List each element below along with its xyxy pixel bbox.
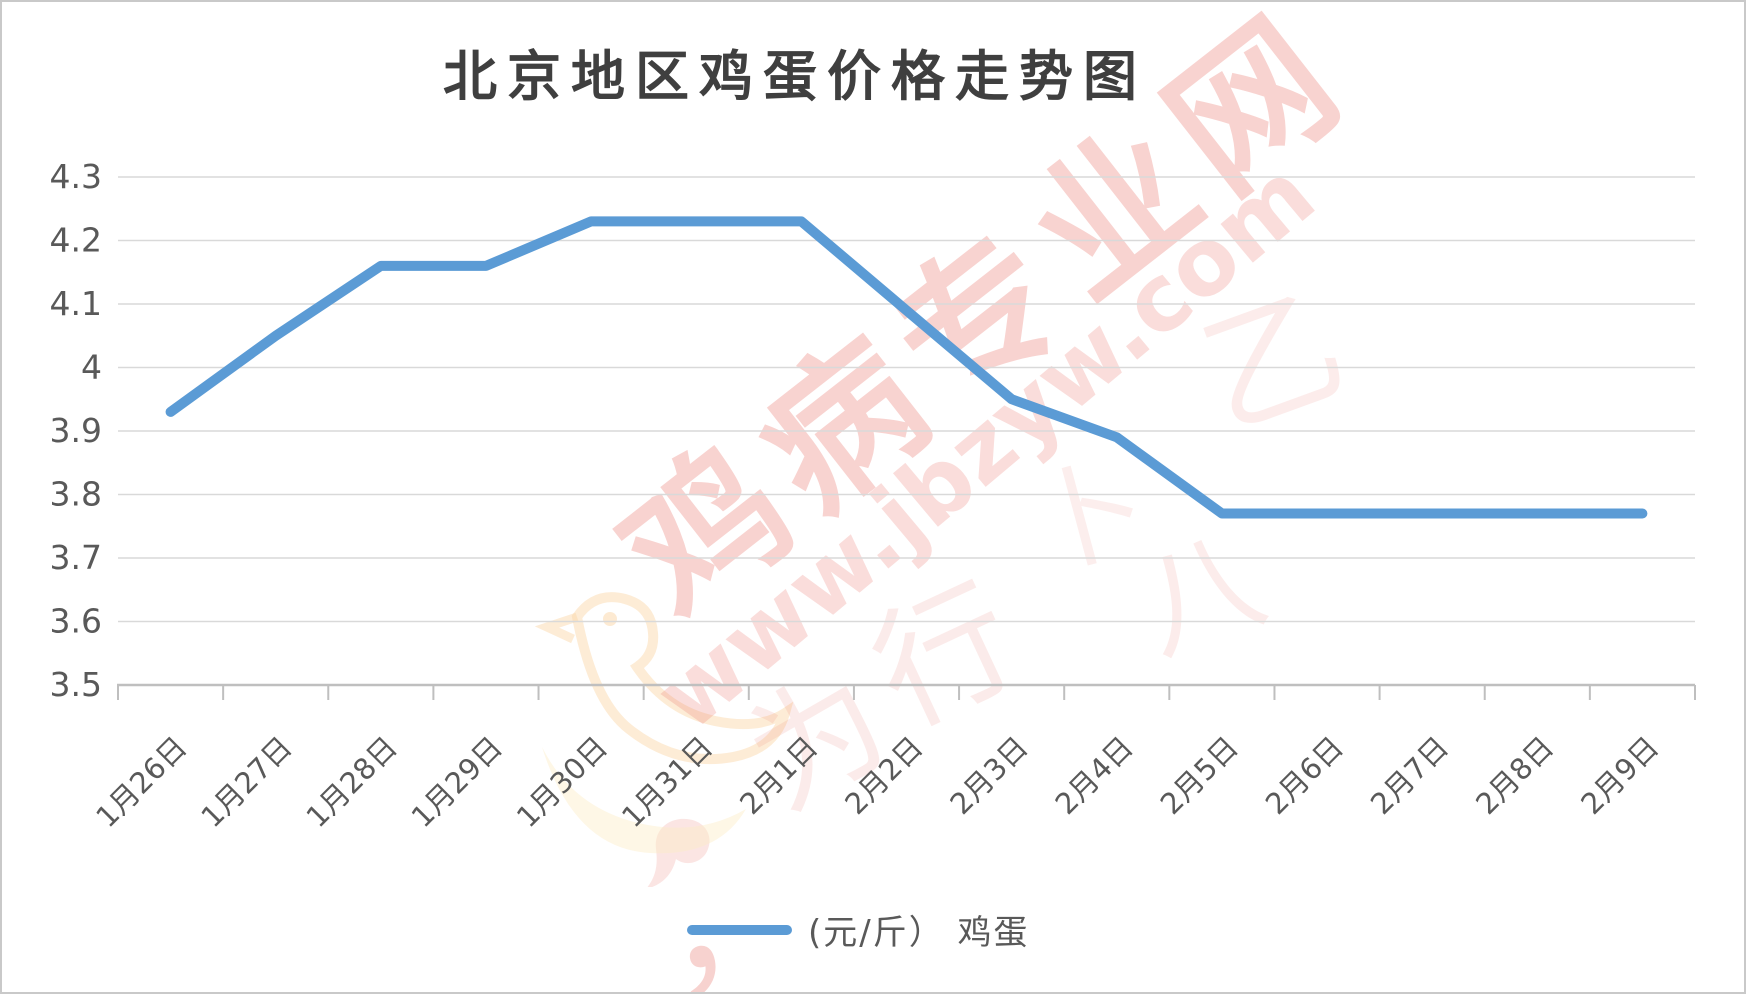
- x-axis-label: 1月28日: [300, 730, 404, 834]
- y-axis-label: 4: [81, 348, 102, 387]
- x-axis-label: 1月27日: [194, 730, 298, 834]
- x-axis-label: 2月1日: [733, 730, 824, 821]
- x-axis-label: 1月31日: [615, 730, 719, 834]
- y-axis-label: 4.3: [50, 157, 102, 196]
- x-axis-label: 1月26日: [89, 730, 193, 834]
- legend: (元/斤） 鸡蛋: [687, 905, 1030, 954]
- y-axis-label: 4.1: [50, 284, 102, 323]
- x-axis-label: 2月3日: [943, 730, 1034, 821]
- x-axis-label: 2月7日: [1364, 730, 1455, 821]
- y-axis-label: 3.8: [50, 475, 102, 514]
- chart-title: 北京地区鸡蛋价格走势图: [443, 44, 1147, 108]
- y-axis-label: 3.5: [50, 665, 102, 704]
- x-axis-label: 2月4日: [1049, 730, 1140, 821]
- price-line-series: [165, 216, 1648, 519]
- legend-series-label: (元/斤） 鸡蛋: [808, 913, 1030, 953]
- legend-line-swatch: [687, 924, 792, 935]
- x-axis-label: 1月30日: [510, 730, 614, 834]
- x-axis-label: 2月9日: [1574, 730, 1665, 821]
- y-axis-label: 4.2: [50, 221, 102, 260]
- x-axis-label: 2月5日: [1154, 730, 1245, 821]
- x-axis-label: 2月8日: [1469, 730, 1560, 821]
- x-axis-label: 2月2日: [838, 730, 929, 821]
- y-axis-label: 3.7: [50, 538, 102, 577]
- y-axis-label: 3.6: [50, 602, 102, 641]
- x-axis-label: 2月6日: [1259, 730, 1350, 821]
- y-axis-label: 3.9: [50, 411, 102, 450]
- x-axis-label: 1月29日: [405, 730, 509, 834]
